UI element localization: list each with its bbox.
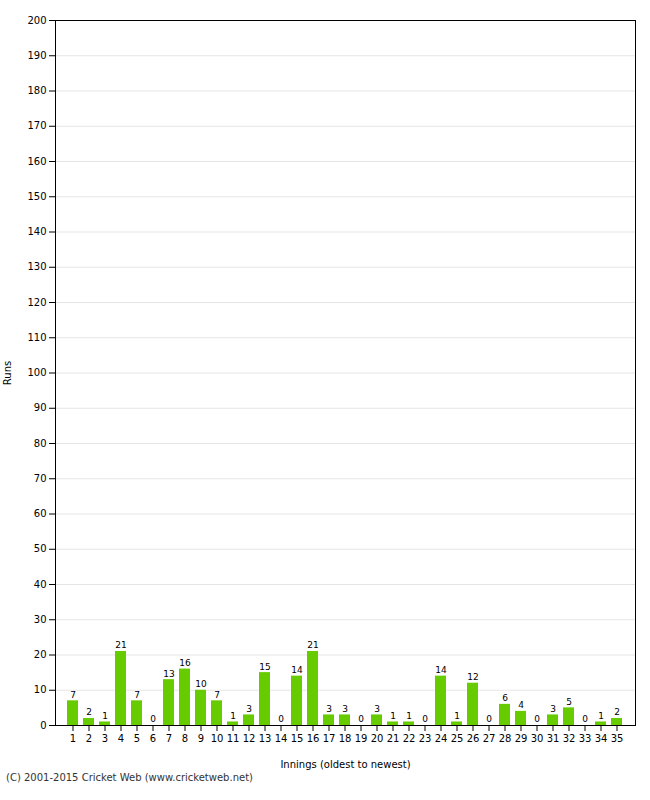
svg-text:23: 23	[419, 733, 432, 744]
svg-text:140: 140	[27, 226, 46, 237]
svg-text:20: 20	[34, 649, 47, 660]
svg-text:29: 29	[515, 733, 528, 744]
svg-text:21: 21	[307, 640, 318, 650]
svg-text:21: 21	[387, 733, 400, 744]
svg-text:190: 190	[27, 50, 46, 61]
svg-text:80: 80	[34, 438, 47, 449]
svg-text:7: 7	[134, 690, 140, 700]
svg-text:22: 22	[403, 733, 416, 744]
svg-text:34: 34	[595, 733, 608, 744]
svg-text:7: 7	[70, 690, 76, 700]
svg-text:27: 27	[483, 733, 496, 744]
svg-text:12: 12	[467, 672, 478, 682]
svg-text:170: 170	[27, 120, 46, 131]
svg-text:0: 0	[278, 714, 284, 724]
svg-text:13: 13	[259, 733, 272, 744]
svg-text:11: 11	[227, 733, 240, 744]
svg-text:12: 12	[243, 733, 256, 744]
svg-text:7: 7	[166, 733, 172, 744]
svg-text:1: 1	[230, 711, 236, 721]
svg-text:3: 3	[342, 704, 348, 714]
svg-text:0: 0	[40, 720, 46, 731]
svg-text:2: 2	[614, 707, 620, 717]
svg-text:28: 28	[499, 733, 512, 744]
svg-text:0: 0	[422, 714, 428, 724]
svg-text:4: 4	[518, 700, 524, 710]
svg-text:3: 3	[550, 704, 556, 714]
svg-text:40: 40	[34, 579, 47, 590]
svg-text:130: 130	[27, 261, 46, 272]
svg-text:16: 16	[179, 658, 191, 668]
svg-text:2: 2	[86, 733, 92, 744]
svg-text:31: 31	[547, 733, 560, 744]
svg-text:1: 1	[390, 711, 396, 721]
svg-text:13: 13	[163, 669, 174, 679]
svg-text:25: 25	[451, 733, 464, 744]
svg-text:3: 3	[374, 704, 380, 714]
svg-text:160: 160	[27, 156, 46, 167]
svg-text:1: 1	[102, 711, 108, 721]
svg-text:30: 30	[34, 614, 47, 625]
svg-text:4: 4	[118, 733, 124, 744]
svg-text:30: 30	[531, 733, 544, 744]
svg-text:15: 15	[259, 662, 270, 672]
svg-text:100: 100	[27, 367, 46, 378]
svg-text:35: 35	[611, 733, 624, 744]
svg-text:3: 3	[246, 704, 252, 714]
svg-text:15: 15	[291, 733, 304, 744]
svg-text:17: 17	[323, 733, 336, 744]
svg-text:70: 70	[34, 473, 47, 484]
svg-text:5: 5	[134, 733, 140, 744]
svg-text:60: 60	[34, 508, 47, 519]
svg-text:3: 3	[102, 733, 108, 744]
svg-text:10: 10	[34, 684, 47, 695]
svg-text:0: 0	[150, 714, 156, 724]
svg-text:33: 33	[579, 733, 592, 744]
svg-text:24: 24	[435, 733, 448, 744]
svg-text:10: 10	[211, 733, 224, 744]
svg-text:6: 6	[502, 693, 508, 703]
svg-text:1: 1	[406, 711, 412, 721]
svg-text:110: 110	[27, 332, 46, 343]
svg-text:26: 26	[467, 733, 480, 744]
svg-text:1: 1	[598, 711, 604, 721]
svg-text:14: 14	[291, 665, 303, 675]
svg-text:8: 8	[182, 733, 188, 744]
svg-text:19: 19	[355, 733, 368, 744]
svg-text:14: 14	[275, 733, 288, 744]
svg-text:120: 120	[27, 297, 46, 308]
svg-text:0: 0	[534, 714, 540, 724]
svg-text:Innings (oldest to newest): Innings (oldest to newest)	[280, 759, 410, 770]
svg-text:32: 32	[563, 733, 576, 744]
svg-text:Runs: Runs	[2, 361, 13, 385]
svg-text:18: 18	[339, 733, 352, 744]
svg-text:20: 20	[371, 733, 384, 744]
svg-text:200: 200	[27, 15, 46, 26]
svg-text:0: 0	[358, 714, 364, 724]
svg-text:3: 3	[326, 704, 332, 714]
svg-text:0: 0	[486, 714, 492, 724]
svg-text:16: 16	[307, 733, 320, 744]
svg-text:180: 180	[27, 85, 46, 96]
svg-text:5: 5	[566, 697, 572, 707]
svg-text:9: 9	[198, 733, 204, 744]
svg-text:90: 90	[34, 402, 47, 413]
svg-text:21: 21	[115, 640, 126, 650]
svg-text:10: 10	[195, 679, 207, 689]
svg-text:2: 2	[86, 707, 92, 717]
svg-text:1: 1	[454, 711, 460, 721]
svg-text:14: 14	[435, 665, 447, 675]
html-text:(C) 2001-2015 Cricket Web (www: (C) 2001-2015 Cricket Web (www.cricketwe…	[6, 772, 253, 783]
svg-text:150: 150	[27, 191, 46, 202]
svg-text:7: 7	[214, 690, 220, 700]
svg-text:6: 6	[150, 733, 156, 744]
svg-text:50: 50	[34, 543, 47, 554]
svg-text:1: 1	[70, 733, 76, 744]
svg-text:0: 0	[582, 714, 588, 724]
